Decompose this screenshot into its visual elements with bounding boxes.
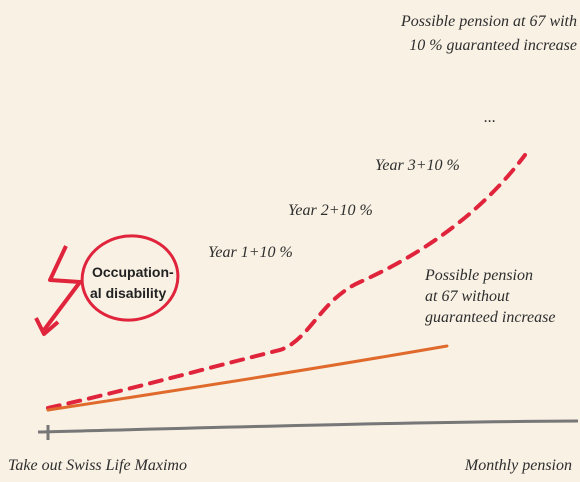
footer-left: Take out Swiss Life Maximo	[8, 457, 187, 474]
step-label: Year 3+10 %	[375, 157, 460, 174]
top-note-line: Possible pension at 67 with	[400, 13, 577, 30]
page: Possible pension at 67 with 10 % guarant…	[0, 0, 580, 482]
step-label: Year 2+10 %	[288, 202, 373, 219]
side-note-line: Possible pension	[424, 267, 533, 284]
step-label: Year 1+10 %	[208, 244, 293, 261]
top-note-line: 10 % guaranteed increase	[409, 37, 577, 54]
footer-right: Monthly pension	[464, 457, 572, 474]
side-note-line: at 67 without	[425, 288, 510, 305]
background	[0, 0, 580, 482]
diagram: Possible pension at 67 with 10 % guarant…	[0, 0, 580, 482]
disability-line: Occupation-	[92, 264, 174, 280]
disability-line: al disability	[90, 285, 166, 301]
ellipsis: ...	[484, 109, 496, 126]
side-note-line: guaranteed increase	[425, 309, 555, 326]
